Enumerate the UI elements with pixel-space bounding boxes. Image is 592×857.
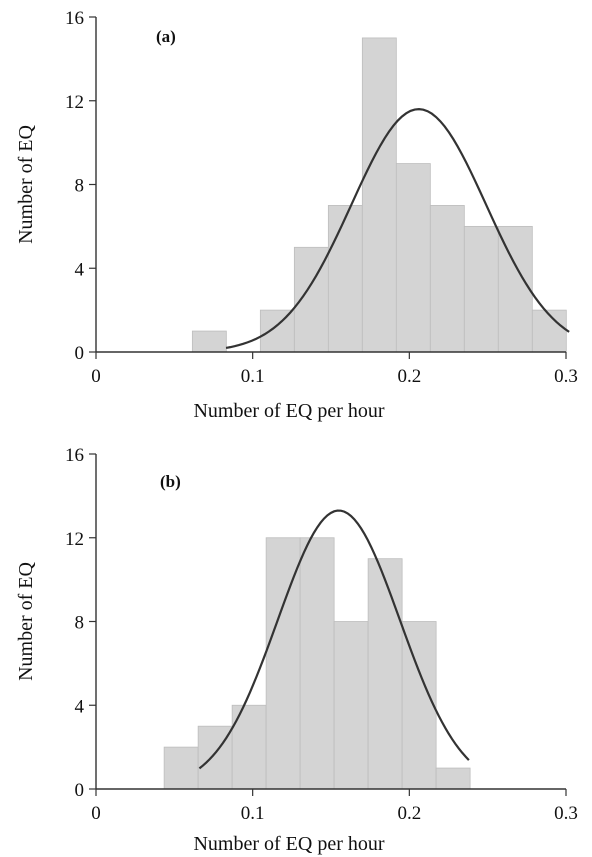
histogram-bar [163,746,199,790]
fit-curve [198,509,470,770]
y-tick-label: 8 [75,176,85,197]
histogram-bar [531,309,567,353]
y-tick-label: 16 [65,8,84,29]
histogram-bar [395,163,431,353]
x-tick-label: 0 [91,366,101,387]
histogram-bar [259,309,295,353]
y-tick-label: 12 [65,529,84,550]
histogram-bar [299,537,335,790]
x-tick-label: 0 [91,803,101,824]
y-axis-title: Number of EQ [15,125,37,244]
histogram-bar [361,37,397,353]
y-tick-label: 4 [75,259,85,280]
x-tick-label: 0.2 [397,803,421,824]
histogram-bar [429,205,465,353]
bars-group [191,37,567,353]
histogram-bar [265,537,301,790]
histogram-bar [333,621,369,790]
y-tick-label: 16 [65,445,84,466]
bars-group [163,537,471,790]
panel-label: (a) [156,27,176,46]
y-tick-label: 0 [75,343,85,364]
x-tick-label: 0.1 [241,803,265,824]
ticks-group: 0 4 8 12 16 0 0.1 0.2 0.3 [65,8,578,387]
fit-curve [225,108,570,350]
y-tick-label: 8 [75,613,85,634]
histogram-bar [327,205,363,353]
histogram-bar [463,225,499,353]
panel-b: 0 4 8 12 16 0 0.1 0.2 0.3 (b) Number of EQ per h… [15,445,578,855]
ticks-group: 0 4 8 12 16 0 0.1 0.2 0.3 [65,445,578,824]
histogram-bar [497,225,533,353]
panel-a: 0 4 8 12 16 0 0.1 0.2 0.3 (a) Number of EQ per h… [15,8,578,422]
panel-label: (b) [160,472,181,491]
x-axis-title: Number of EQ per hour [193,400,384,422]
x-tick-label: 0.3 [554,366,578,387]
y-tick-label: 4 [75,696,85,717]
histogram-bar [401,621,437,790]
x-axis-title: Number of EQ per hour [193,833,384,855]
y-tick-label: 0 [75,780,85,801]
histogram-bar [191,330,227,353]
x-tick-label: 0.3 [554,803,578,824]
x-tick-label: 0.1 [241,366,265,387]
x-tick-label: 0.2 [397,366,421,387]
y-tick-label: 12 [65,92,84,113]
histogram-bar [367,558,403,790]
histogram-bar [435,767,471,790]
y-axis-title: Number of EQ [15,562,37,681]
